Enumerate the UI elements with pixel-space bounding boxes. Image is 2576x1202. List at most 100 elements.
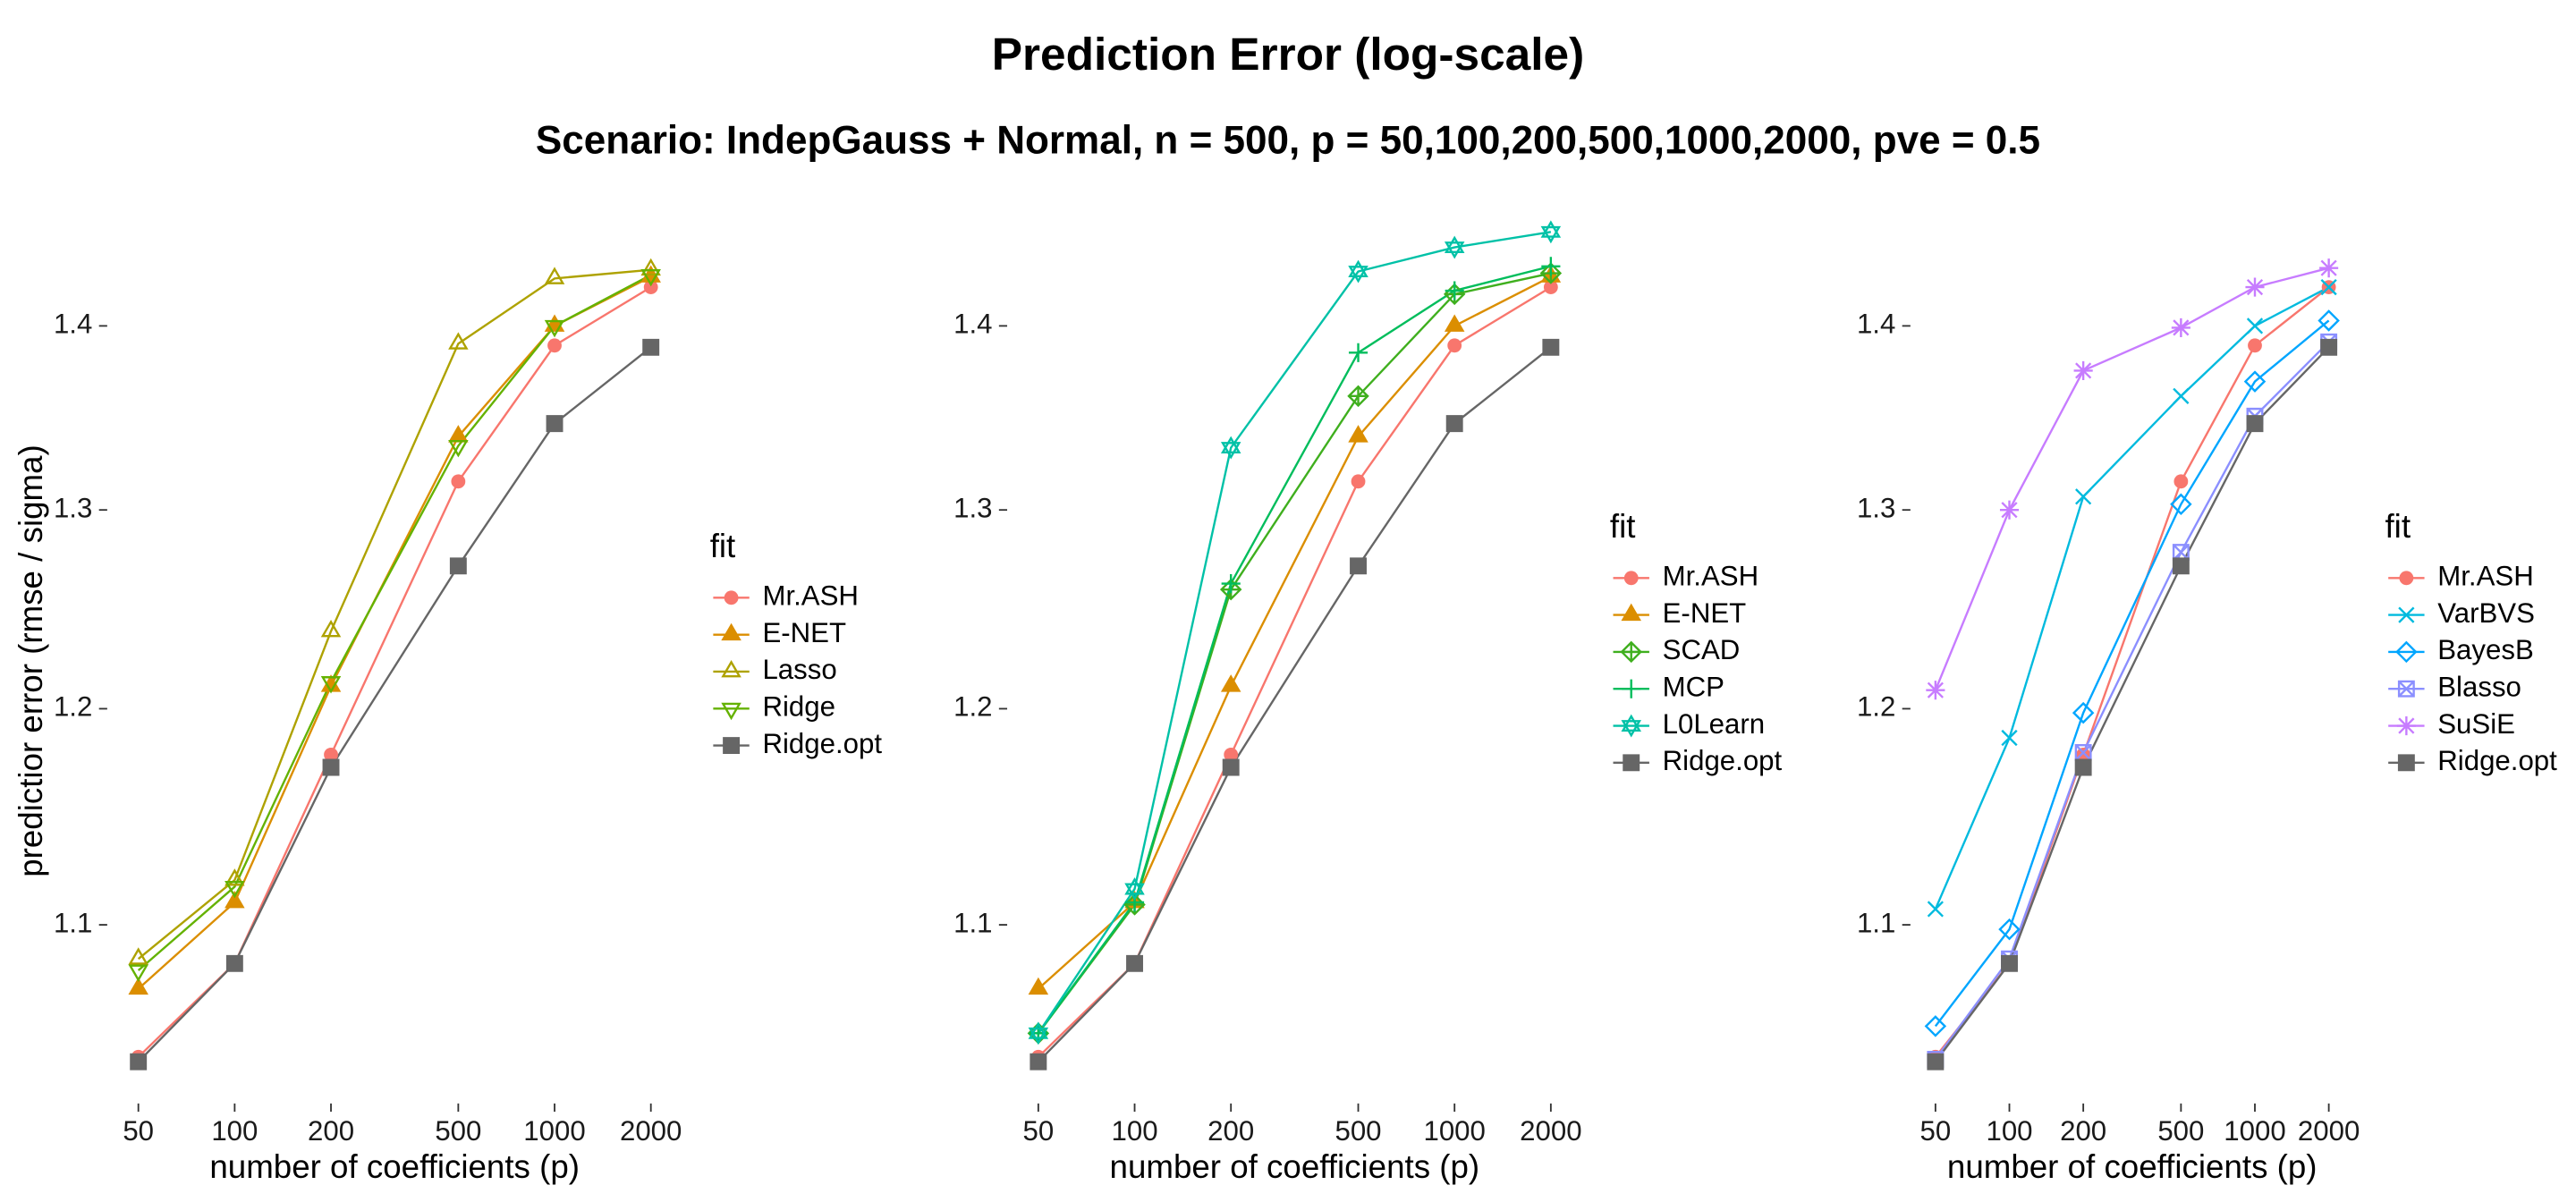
y-tick-label: 1.1 [1857,907,1895,938]
legend-marker [721,702,741,721]
data-point [320,619,342,638]
data-point [2172,544,2190,562]
data-point [2001,729,2018,747]
data-point [225,881,245,899]
series-line [1934,346,2330,1062]
x-axis-label: number of coefficients (p) [209,1148,580,1185]
data-point [1224,747,1239,762]
legend-label: Ridge.opt [1663,745,1783,776]
data-point [1444,235,1465,259]
data-point [225,891,245,909]
data-point [448,440,469,458]
data-point [320,674,342,692]
legend-marker [1620,640,1642,664]
data-point [2173,387,2190,404]
data-point [449,557,467,575]
x-tick-label: 50 [1920,1115,1952,1147]
x-axis-label: number of coefficients (p) [1110,1148,1480,1185]
data-point [448,332,469,350]
series-line [1038,275,1552,990]
data-point [640,268,661,287]
data-point [2171,317,2190,337]
data-point [2320,278,2337,296]
legend-label: Ridge.opt [2437,745,2557,776]
data-point [1927,901,1944,918]
data-point [2246,415,2264,433]
legend-label: SCAD [1663,634,1741,665]
x-tick-label: 100 [1111,1115,1157,1147]
y-axis-label: predictior error (rmse / sigma) [13,444,49,877]
legend-marker [1623,754,1640,772]
legend-marker [1623,571,1639,586]
data-point [544,319,565,338]
legend-label: MCP [1663,671,1724,702]
data-point [128,977,148,995]
data-point [1126,954,1143,972]
legend-marker [2395,640,2418,664]
x-tick-label: 500 [1335,1115,1381,1147]
y-tick-label: 1.3 [953,492,992,523]
data-point [320,676,342,694]
series-line [137,286,652,1058]
legend-marker [2396,715,2416,736]
legend-marker [2398,606,2415,623]
legend-marker [2397,680,2415,698]
data-point [2245,277,2265,297]
data-point [1348,425,1368,443]
legend-label: Mr.ASH [2437,561,2534,592]
data-point [1924,1015,1947,1037]
data-point [1540,220,1562,244]
data-point [2318,309,2340,332]
y-tick-label: 1.1 [54,907,92,938]
legend-marker [1621,714,1641,738]
data-point [1542,338,1560,356]
data-point [130,1053,148,1071]
x-axis-label: number of coefficients (p) [1947,1148,2318,1185]
data-point [2172,557,2190,575]
series-line [137,275,652,990]
data-point [2174,474,2189,489]
data-point [1348,259,1368,284]
data-point [640,258,661,276]
data-point [2075,488,2092,505]
legend-label: Mr.ASH [762,580,859,612]
data-point [128,947,148,965]
data-point [642,338,660,356]
data-point [2076,747,2091,762]
data-point [1999,500,2020,520]
series-line [1934,319,2330,1028]
data-point [544,267,565,284]
x-tick-label: 1000 [1423,1115,1485,1147]
series-line [1934,286,2330,910]
x-tick-label: 2000 [2298,1115,2360,1147]
data-point [1445,415,1463,433]
data-point [128,964,148,982]
legend-title: fit [1610,508,1636,545]
data-point [1030,1053,1047,1071]
y-tick-label: 1.4 [953,309,992,340]
legend-label: SuSiE [2437,708,2515,740]
x-tick-label: 2000 [1520,1115,1581,1147]
data-point [643,280,658,294]
x-tick-label: 500 [435,1115,481,1147]
legend-label: Ridge.opt [762,728,882,759]
x-tick-label: 200 [2060,1115,2106,1147]
series-line [1037,272,1552,1035]
data-point [1347,385,1369,408]
y-tick-label: 1.2 [1857,691,1895,723]
data-point [1445,281,1464,300]
data-point [546,415,564,433]
y-tick-label: 1.4 [54,309,92,340]
legend-label: Ridge [762,691,835,723]
legend-label: L0Learn [1663,708,1766,740]
legend-marker [2397,754,2415,772]
legend-label: VarBVS [2437,597,2535,629]
data-point [2073,360,2093,380]
data-point [324,747,338,762]
legend-marker [2399,571,2414,586]
x-tick-label: 200 [308,1115,354,1147]
series-line [137,274,652,971]
data-point [1028,977,1049,995]
x-tick-label: 100 [211,1115,258,1147]
